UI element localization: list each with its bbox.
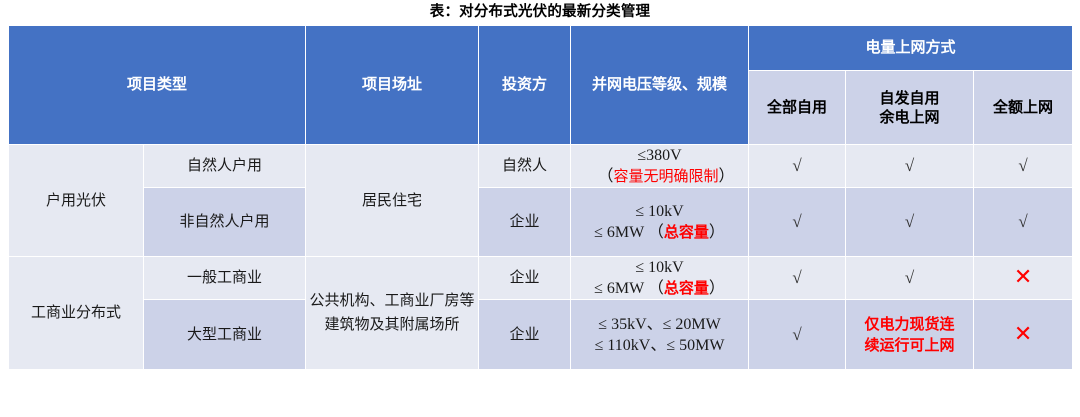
cell-subtype: 一般工商业 xyxy=(142,256,307,300)
cell-investor: 企业 xyxy=(478,256,572,300)
cell-category-household: 户用光伏 xyxy=(8,144,144,257)
col-self-use-surplus: 自发自用 余电上网 xyxy=(845,70,975,145)
cell-all-self-use: √ xyxy=(748,187,847,257)
voltage-line-2: ≤ 110kV、≤ 50MW xyxy=(594,336,725,354)
voltage-paren-close: ） xyxy=(708,224,725,241)
voltage-line-1: ≤ 10kV xyxy=(635,259,684,276)
cell-investor: 自然人 xyxy=(478,144,572,188)
col-voltage-scale: 并网电压等级、规模 xyxy=(570,25,750,145)
cell-subtype: 非自然人户用 xyxy=(142,187,307,257)
cell-category-commercial: 工商业分布式 xyxy=(8,256,144,370)
col-full-grid: 全额上网 xyxy=(973,70,1074,145)
classification-table: 项目类型 项目场址 投资方 并网电压等级、规模 电量上网方式 全部自用 自发自用… xyxy=(7,25,1074,370)
table-row: 非自然人户用 企业 ≤ 10kV ≤ 6MW （总容量） √ √ √ xyxy=(9,187,1074,257)
cell-voltage-scale: ≤ 35kV、≤ 20MW ≤ 110kV、≤ 50MW xyxy=(570,299,750,370)
col-self-use-surplus-line1: 自发自用 xyxy=(879,89,940,107)
col-project-site: 项目场址 xyxy=(305,25,480,145)
voltage-prefix: ≤ 6MW （ xyxy=(594,280,664,297)
cell-investor: 企业 xyxy=(478,187,572,257)
surplus-note-line2: 续运行可上网 xyxy=(864,336,955,354)
cell-all-self-use: √ xyxy=(748,144,847,188)
cell-full-grid: √ xyxy=(973,144,1074,188)
voltage-red-note: 容量无明确限制 xyxy=(613,168,719,185)
cell-full-grid: √ xyxy=(973,187,1074,257)
surplus-note-line1: 仅电力现货连 xyxy=(864,315,955,333)
cell-all-self-use: √ xyxy=(748,299,847,370)
header-row-primary: 项目类型 项目场址 投资方 并网电压等级、规模 电量上网方式 xyxy=(7,25,1074,145)
col-project-type: 项目类型 xyxy=(7,25,307,145)
cell-site: 公共机构、工商业厂房等建筑物及其附属场所 xyxy=(305,256,480,370)
voltage-paren-open: （ xyxy=(597,168,614,185)
voltage-paren-close: ） xyxy=(708,280,725,297)
col-investor: 投资方 xyxy=(478,25,572,145)
cell-voltage-scale: ≤380V （容量无明确限制） xyxy=(570,144,750,188)
table-row: 大型工商业 企业 ≤ 35kV、≤ 20MW ≤ 110kV、≤ 50MW √ … xyxy=(9,299,1074,370)
voltage-red-note: 总容量 xyxy=(663,224,709,241)
cell-subtype: 自然人户用 xyxy=(142,144,307,188)
col-self-use-surplus-line2: 余电上网 xyxy=(879,108,940,126)
cell-self-use-surplus: 仅电力现货连 续运行可上网 xyxy=(845,299,975,370)
cell-full-grid: ✕ xyxy=(973,299,1074,370)
voltage-prefix: ≤ 6MW （ xyxy=(594,224,664,241)
table-row: 工商业分布式 一般工商业 公共机构、工商业厂房等建筑物及其附属场所 企业 ≤ 1… xyxy=(8,256,1074,370)
col-all-self-use: 全部自用 xyxy=(748,70,847,145)
voltage-line-2: ≤ 6MW （总容量） xyxy=(571,278,748,299)
voltage-line-2: ≤ 6MW （总容量） xyxy=(571,222,748,243)
col-group-grid-mode: 电量上网方式 xyxy=(748,25,1074,71)
voltage-line-1: ≤ 10kV xyxy=(635,203,684,220)
cell-voltage-scale: ≤ 10kV ≤ 6MW （总容量） xyxy=(570,187,750,257)
cell-all-self-use: √ xyxy=(748,256,847,300)
cell-full-grid: ✕ xyxy=(973,256,1074,300)
figure-title: 表：对分布式光伏的最新分类管理 xyxy=(429,4,651,20)
cell-voltage-scale: ≤ 10kV ≤ 6MW （总容量） xyxy=(570,256,750,300)
header-row-sub: 全部自用 自发自用 余电上网 全额上网 xyxy=(9,70,1074,145)
cell-subtype: 大型工商业 xyxy=(142,299,307,370)
cell-self-use-surplus: √ xyxy=(845,187,975,257)
voltage-line-1: ≤380V xyxy=(637,147,682,164)
cell-self-use-surplus: √ xyxy=(845,256,975,300)
voltage-line-2: （容量无明确限制） xyxy=(571,166,748,187)
table-row: 户用光伏 自然人户用 居民住宅 自然人 ≤380V （容量无明确限制） √ √ … xyxy=(8,144,1074,257)
voltage-line-1: ≤ 35kV、≤ 20MW xyxy=(598,315,721,333)
cell-investor: 企业 xyxy=(478,299,572,370)
voltage-paren-close: ） xyxy=(718,168,735,185)
voltage-red-note: 总容量 xyxy=(663,280,709,297)
cell-site: 居民住宅 xyxy=(305,144,480,257)
cell-self-use-surplus: √ xyxy=(845,144,975,188)
